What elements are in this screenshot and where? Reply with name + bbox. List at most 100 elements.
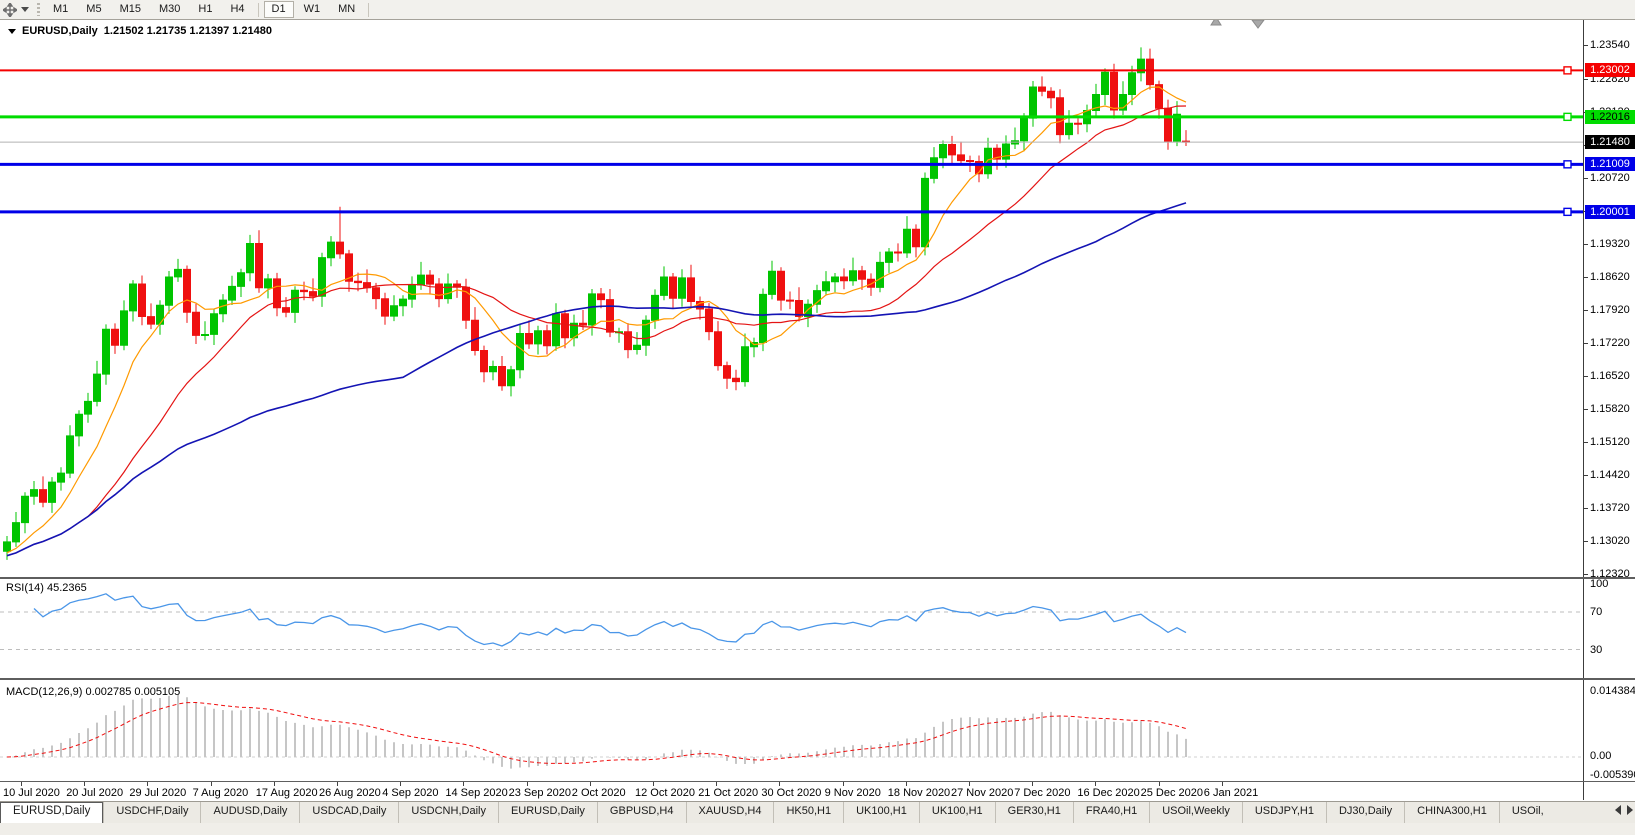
chart-tab-14-usdjpyh1[interactable]: USDJPY,H1 xyxy=(1241,802,1326,823)
rsi-macd-splitter[interactable] xyxy=(0,678,1635,680)
timeframe-button-m5[interactable]: M5 xyxy=(86,3,102,15)
chart-tab-3-usdcaddaily[interactable]: USDCAD,Daily xyxy=(299,802,398,823)
rsi-axis-label-70: 70 xyxy=(1590,606,1603,618)
price-tick-label: 1.17920 xyxy=(1590,303,1630,316)
date-axis-tick xyxy=(210,782,212,786)
hline-handle-1.20001[interactable] xyxy=(1563,207,1572,217)
chart-tab-6-gbpusdh4[interactable]: GBPUSD,H4 xyxy=(596,802,686,823)
toolbar-separator xyxy=(257,2,259,17)
price-tick-label: 1.13020 xyxy=(1590,534,1630,547)
ma-55-line xyxy=(6,202,1187,557)
chart-tab-4-usdcnhdaily[interactable]: USDCNH,Daily xyxy=(398,802,498,823)
rsi-indicator-label: RSI(14) 45.2365 xyxy=(6,582,87,594)
date-axis-tick xyxy=(1158,782,1160,786)
main-rsi-splitter[interactable] xyxy=(0,577,1635,579)
ma-20-line xyxy=(6,105,1187,557)
chart-tab-12-fra40h1[interactable]: FRA40,H1 xyxy=(1072,802,1149,823)
macd-bottom-border xyxy=(0,781,1635,782)
macd-histogram xyxy=(15,694,1187,769)
chart-tab-9-uk100h1[interactable]: UK100,H1 xyxy=(843,802,919,823)
date-axis-label: 23 Sep 2020 xyxy=(508,787,571,799)
date-axis-tick xyxy=(463,782,465,786)
date-axis-tick xyxy=(589,782,591,786)
chart-title[interactable]: EURUSD,Daily 1.21502 1.21735 1.21397 1.2… xyxy=(8,25,272,37)
cursor-dropdown-caret-icon[interactable] xyxy=(21,7,29,12)
chart-shift-triangle-icon-1 xyxy=(1251,20,1265,29)
one-click-caret-icon[interactable] xyxy=(8,28,16,34)
price-tick-label: 1.18620 xyxy=(1590,270,1630,283)
price-axis-line xyxy=(1583,20,1584,800)
chart-tab-10-uk100h1[interactable]: UK100,H1 xyxy=(918,802,995,823)
hline-handle-1.22016[interactable] xyxy=(1563,112,1572,122)
toolbar-grip-handle[interactable] xyxy=(37,3,40,16)
chart-cursor-icon[interactable] xyxy=(1,2,19,17)
date-axis-tick xyxy=(969,782,970,786)
price-tick-label: 1.15120 xyxy=(1590,435,1630,448)
hline-price-box: 1.22016 xyxy=(1585,109,1635,124)
hline-handle-1.23002[interactable] xyxy=(1563,66,1572,75)
tab-scroll-right-icon[interactable] xyxy=(1627,805,1633,815)
timeframe-button-m30[interactable]: M30 xyxy=(158,3,181,15)
chart-tab-17-usoil[interactable]: USOil, xyxy=(1498,802,1556,823)
date-axis-label: 18 Nov 2020 xyxy=(887,787,951,799)
chart-tab-8-hk50h1[interactable]: HK50,H1 xyxy=(773,802,843,823)
price-tick-dash xyxy=(1583,507,1588,509)
price-tick-dash xyxy=(1583,243,1588,245)
rsi-line xyxy=(33,593,1187,647)
hline-handle-1.21009[interactable] xyxy=(1563,160,1572,169)
chart-tab-7-xauusdh4[interactable]: XAUUSD,H4 xyxy=(685,802,774,823)
price-tick-dash xyxy=(1583,540,1588,542)
date-axis-label: 26 Aug 2020 xyxy=(319,787,381,799)
date-axis-label: 6 Jan 2021 xyxy=(1203,787,1259,799)
date-axis-label: 29 Jul 2020 xyxy=(129,787,187,799)
rsi-axis-label-30: 30 xyxy=(1590,643,1603,656)
date-axis-label: 30 Oct 2020 xyxy=(761,787,822,799)
date-axis-label: 14 Sep 2020 xyxy=(445,787,508,799)
toolbar-separator xyxy=(368,2,370,17)
chart-tab-15-dj30daily[interactable]: DJ30,Daily xyxy=(1325,802,1404,823)
date-axis-tick xyxy=(1032,782,1034,786)
price-tick-label: 1.14420 xyxy=(1590,468,1630,481)
price-tick-dash xyxy=(1583,276,1588,278)
timeframe-button-d1[interactable]: D1 xyxy=(263,1,294,18)
bottom-strip xyxy=(0,822,1635,835)
date-axis-label: 20 Jul 2020 xyxy=(66,787,124,799)
chart-tab-5-eurusddaily[interactable]: EURUSD,Daily xyxy=(497,802,597,823)
chart-tab-16-china300h1[interactable]: CHINA300,H1 xyxy=(1404,802,1499,823)
price-tick-dash xyxy=(1583,78,1588,80)
tab-scroll-left-icon[interactable] xyxy=(1615,805,1621,815)
ma-8-line xyxy=(6,86,1187,554)
chart-tab-2-audusddaily[interactable]: AUDUSD,Daily xyxy=(200,802,299,823)
chart-tab-11-ger30h1[interactable]: GER30,H1 xyxy=(994,802,1073,823)
date-axis-tick xyxy=(653,782,654,786)
date-axis-label: 25 Dec 2020 xyxy=(1140,787,1203,799)
timeframe-button-m15[interactable]: M15 xyxy=(119,3,141,15)
hline-price-box: 1.20001 xyxy=(1585,204,1635,219)
rsi-axis-label-100: 100 xyxy=(1590,578,1609,590)
date-axis-label: 2 Oct 2020 xyxy=(571,787,626,799)
chart-symbol-label: EURUSD,Daily xyxy=(22,25,98,37)
chart-tab-0-eurusddaily[interactable]: EURUSD,Daily xyxy=(0,802,104,823)
date-axis-label: 17 Aug 2020 xyxy=(255,787,318,799)
date-axis-label: 21 Oct 2020 xyxy=(698,787,759,799)
chart-tab-1-usdchfdaily[interactable]: USDCHF,Daily xyxy=(103,802,200,823)
timeframe-toolbar: M1 M5 M15 M30 H1 H4 D1 W1 MN xyxy=(0,0,1635,20)
timeframe-button-h4[interactable]: H4 xyxy=(230,3,245,15)
chart-tab-13-usoilweekly[interactable]: USOil,Weekly xyxy=(1149,802,1242,823)
date-axis-tick xyxy=(147,782,149,786)
tab-scroll-arrows xyxy=(1615,805,1633,815)
timeframe-button-mn[interactable]: MN xyxy=(338,3,356,15)
hline-price-box: 1.23002 xyxy=(1585,63,1635,78)
timeframe-button-w1[interactable]: W1 xyxy=(303,3,321,15)
date-axis-tick xyxy=(526,782,528,786)
date-axis-tick xyxy=(337,782,338,786)
date-axis-tick xyxy=(1221,782,1223,786)
date-axis-tick xyxy=(779,782,781,786)
timeframe-button-h1[interactable]: H1 xyxy=(198,3,213,15)
price-tick-label: 1.20720 xyxy=(1590,171,1630,184)
date-axis-tick xyxy=(273,782,275,786)
macd-axis-bottom-label: -0.005390 xyxy=(1590,769,1635,781)
price-tick-label: 1.23540 xyxy=(1590,39,1630,51)
timeframe-button-m1[interactable]: M1 xyxy=(53,3,69,15)
chart-canvas[interactable] xyxy=(0,20,1583,800)
